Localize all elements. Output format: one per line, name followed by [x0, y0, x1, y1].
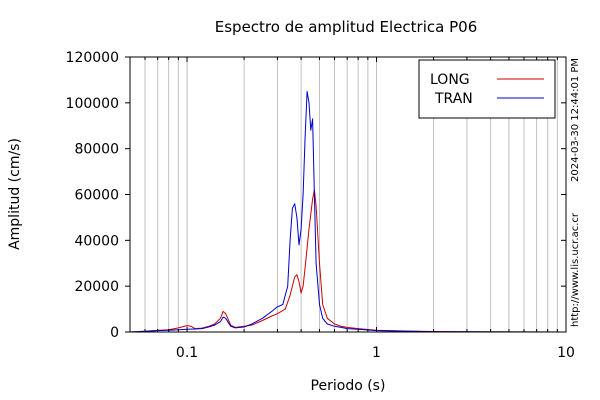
series-line-tran: [129, 90, 567, 333]
x-tick-label: 1: [372, 345, 381, 361]
y-tick-label: 100000: [66, 96, 119, 112]
y-tick-label: 80000: [74, 142, 119, 158]
source-url-text: http://www.lis.ucr.ac.cr: [570, 212, 581, 327]
y-tick-label: 120000: [66, 50, 119, 66]
axis-ticks: 0 20000 40000 60000 80000 100000 120000 0.1 1 10: [66, 50, 575, 361]
y-tick-label: 60000: [74, 188, 119, 204]
x-axis-label: Periodo (s): [311, 378, 386, 394]
plot-series: [129, 90, 567, 333]
x-tick-label: 10: [557, 345, 575, 361]
y-tick-label: 0: [110, 325, 119, 341]
grid: [129, 57, 567, 332]
legend-box: [418, 59, 556, 119]
legend-label-tran: TRAN: [434, 91, 473, 107]
timestamp-text: 2024-03-30 12:44:01 PM: [570, 58, 581, 182]
chart-title: Espectro de amplitud Electrica P06: [215, 18, 478, 36]
legend: LONG TRAN: [418, 59, 556, 119]
legend-label-long: LONG: [430, 72, 470, 88]
x-tick-label: 0.1: [176, 345, 198, 361]
y-tick-label: 40000: [74, 233, 119, 249]
y-axis-label: Amplitud (cm/s): [7, 138, 23, 250]
y-tick-label: 20000: [74, 279, 119, 295]
